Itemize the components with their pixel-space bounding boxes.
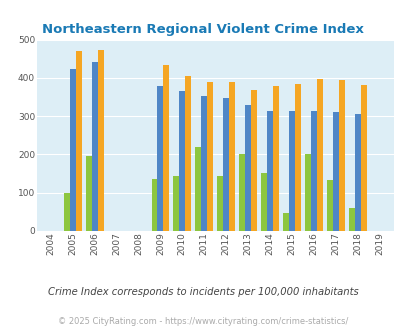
Bar: [75, 51, 81, 231]
Text: © 2025 CityRating.com - https://www.cityrating.com/crime-statistics/: © 2025 CityRating.com - https://www.city…: [58, 317, 347, 326]
Bar: [354, 114, 360, 231]
Bar: [260, 173, 266, 231]
Bar: [163, 65, 169, 231]
Bar: [85, 155, 92, 231]
Bar: [179, 91, 185, 231]
Bar: [207, 82, 213, 231]
Bar: [316, 79, 322, 231]
Text: Northeastern Regional Violent Crime Index: Northeastern Regional Violent Crime Inde…: [42, 23, 363, 36]
Bar: [185, 76, 191, 231]
Bar: [294, 84, 300, 231]
Bar: [228, 82, 234, 231]
Bar: [151, 179, 157, 231]
Bar: [332, 112, 338, 231]
Bar: [282, 214, 288, 231]
Bar: [272, 86, 278, 231]
Bar: [223, 98, 228, 231]
Bar: [173, 176, 179, 231]
Bar: [250, 90, 256, 231]
Bar: [217, 176, 223, 231]
Bar: [92, 62, 97, 231]
Bar: [310, 111, 316, 231]
Bar: [97, 50, 103, 231]
Bar: [70, 69, 75, 231]
Bar: [266, 111, 272, 231]
Bar: [304, 154, 310, 231]
Bar: [245, 106, 250, 231]
Bar: [64, 193, 70, 231]
Bar: [239, 154, 245, 231]
Bar: [360, 85, 366, 231]
Bar: [195, 147, 201, 231]
Bar: [338, 80, 344, 231]
Bar: [157, 85, 163, 231]
Bar: [348, 208, 354, 231]
Text: Crime Index corresponds to incidents per 100,000 inhabitants: Crime Index corresponds to incidents per…: [47, 287, 358, 297]
Bar: [326, 180, 332, 231]
Bar: [201, 96, 207, 231]
Bar: [288, 111, 294, 231]
